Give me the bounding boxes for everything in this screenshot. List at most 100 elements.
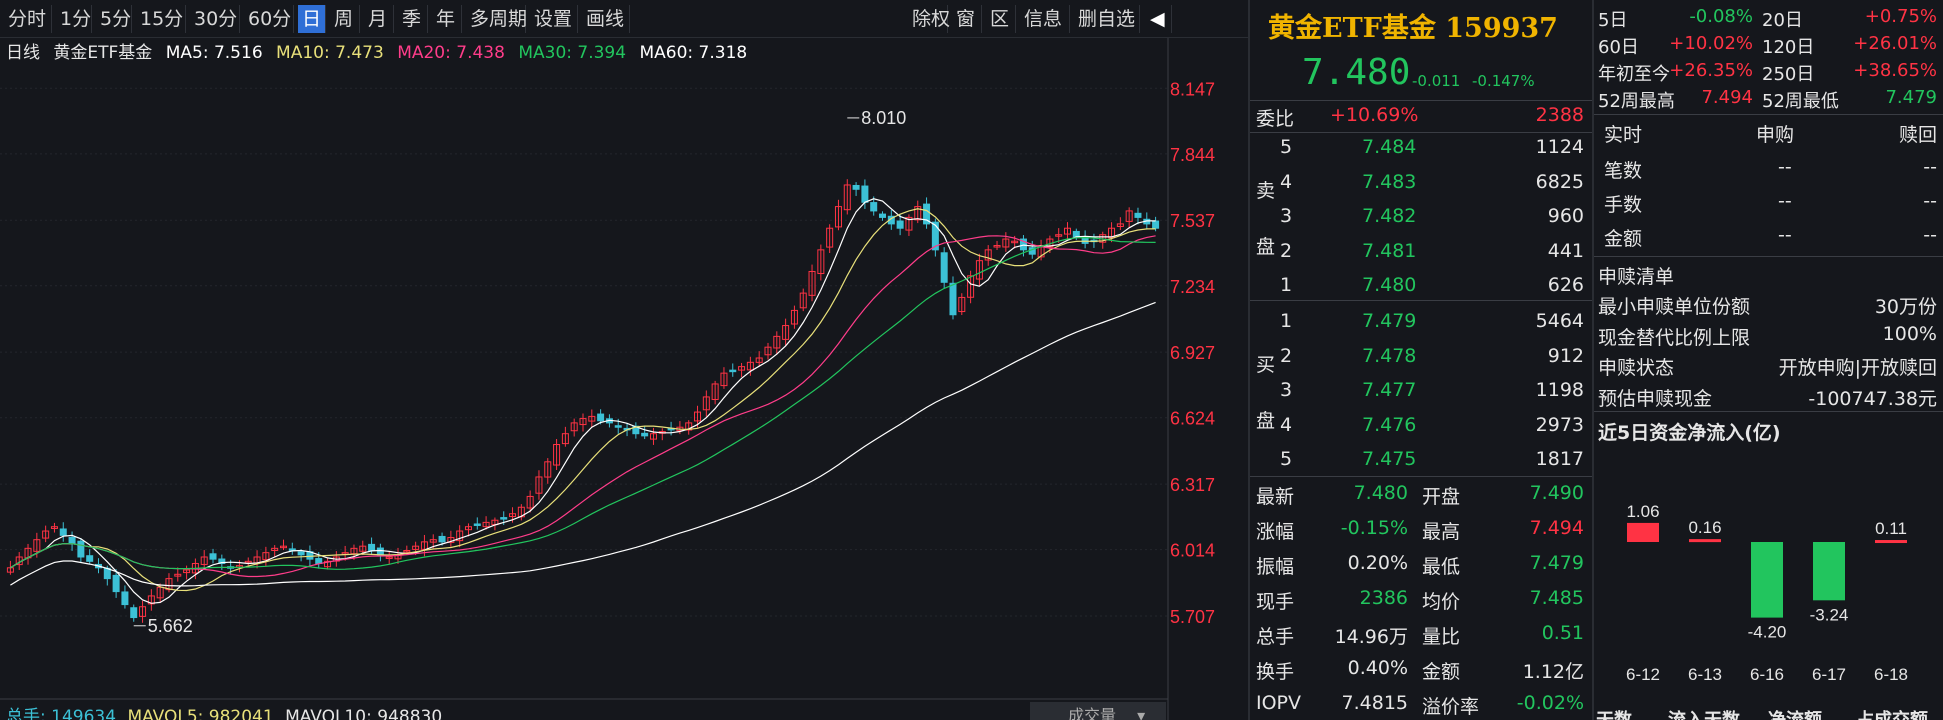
return-label: 120日 (1762, 37, 1815, 58)
candle-body (50, 526, 58, 529)
weibi-label: 委比 (1256, 108, 1295, 130)
y-tick-label: 5.707 (1170, 607, 1215, 627)
tool-button-1[interactable]: 窗 (952, 5, 982, 33)
volume-selector[interactable]: 成交量 ▾ (1030, 702, 1166, 720)
flow-table-col: 流入天数 (1668, 706, 1740, 720)
buy-price[interactable]: 7.477 (1362, 379, 1417, 401)
return-label: 52周最低 (1762, 91, 1839, 112)
stat-value: -0.02% (1516, 692, 1584, 714)
ma30-line (10, 236, 1156, 570)
period-tab-11[interactable]: 多周期 (466, 5, 527, 33)
total-volume: 总手: 149634 (6, 707, 117, 720)
candle-body (588, 415, 596, 422)
candle-body (174, 573, 182, 577)
collapse-panel-icon[interactable]: ◀ (1146, 5, 1172, 33)
return-value: +10.02% (1669, 33, 1753, 54)
stat-value: 7.480 (1353, 482, 1408, 504)
stat-value: 2386 (1359, 587, 1408, 609)
buy-price[interactable]: 7.476 (1362, 413, 1417, 436)
candle-body (279, 545, 287, 549)
return-value: +38.65% (1853, 60, 1937, 81)
period-tab-9[interactable]: 季 (398, 5, 428, 33)
buy-volume: 2973 (1535, 413, 1584, 436)
price-change-pct: -0.147% (1472, 72, 1535, 90)
flow-table-col: 占成交额 (1856, 706, 1928, 720)
period-tab-8[interactable]: 月 (364, 5, 394, 33)
period-tab-1[interactable]: 1分 (56, 5, 92, 33)
candle-body (500, 517, 508, 520)
period-tab-7[interactable]: 周 (330, 5, 360, 33)
candles (6, 179, 1160, 623)
flow-category-label: 6-12 (1626, 665, 1660, 684)
candle-body (984, 249, 992, 261)
return-value: +0.75% (1864, 6, 1937, 27)
subscribe-header: 申购 (1756, 124, 1795, 146)
divider (1594, 114, 1943, 115)
period-tab-10[interactable]: 年 (432, 5, 462, 33)
volume-footer: 总手: 149634 MAVOL5: 982041 MAVOL10: 94883… (6, 702, 442, 720)
candle-body (130, 607, 138, 619)
candle-body (870, 202, 878, 212)
y-tick-label: 6.317 (1170, 475, 1215, 495)
candle-body (1125, 210, 1133, 222)
kline-svg[interactable]: 8.147 7.844 7.537 7.234 6.927 6.624 6.317 6.014… (0, 38, 1248, 720)
period-tab-12[interactable]: 设置 (530, 5, 578, 33)
candle-body (729, 369, 737, 373)
period-tab-6[interactable]: 日 (298, 5, 326, 33)
flow-bar-label: -4.20 (1748, 623, 1787, 642)
period-tab-13[interactable]: 画线 (582, 5, 630, 33)
tool-button-0[interactable]: 除权 (908, 5, 950, 33)
buy-price[interactable]: 7.475 (1362, 448, 1417, 470)
period-tab-2[interactable]: 5分 (96, 5, 132, 33)
volume-selector-label: 成交量 (1068, 706, 1117, 720)
candle-body (324, 560, 332, 568)
stat-label: 振幅 (1256, 556, 1295, 578)
kline-chart[interactable]: 8.147 7.844 7.537 7.234 6.927 6.624 6.317 6.014… (0, 38, 1248, 720)
y-tick-label: 6.014 (1170, 541, 1215, 561)
tool-button-4[interactable]: 删自选 (1074, 5, 1140, 33)
buy-level: 1 (1280, 310, 1293, 332)
flow-title: 近5日资金净流入(亿) (1598, 422, 1781, 444)
candle-body (438, 535, 446, 543)
candle-body (244, 560, 252, 564)
redeem-row-value: -100747.38元 (1808, 387, 1937, 410)
stat-value: 0.40% (1347, 657, 1408, 679)
candle-body (1072, 230, 1080, 238)
sell-price[interactable]: 7.480 (1362, 274, 1417, 296)
sell-volume: 626 (1547, 274, 1584, 296)
flow-table-col: 净流额 (1768, 706, 1822, 720)
sell-price[interactable]: 7.484 (1362, 136, 1417, 158)
period-tab-0[interactable]: 分时 (4, 5, 52, 33)
sell-volume: 1124 (1535, 136, 1584, 158)
sell-price[interactable]: 7.483 (1362, 170, 1417, 193)
period-tab-4[interactable]: 30分 (190, 5, 240, 33)
period-tab-5[interactable]: 60分 (244, 5, 294, 33)
quote-panel: 黄金ETF基金 159937 7.480 -0.011 -0.147% 委比 +… (1248, 0, 1592, 720)
high-annotation: 8.010 (861, 108, 906, 128)
buy-price[interactable]: 7.479 (1362, 310, 1417, 332)
candle-body (544, 461, 552, 478)
period-tab-3[interactable]: 15分 (136, 5, 186, 33)
sell-price[interactable]: 7.481 (1362, 239, 1417, 262)
tool-button-3[interactable]: 信息 (1020, 5, 1070, 33)
redeem-header: 赎回 (1898, 124, 1937, 146)
buy-label-1: 买 (1256, 354, 1276, 376)
return-value: +26.35% (1669, 60, 1753, 81)
candle-body (315, 558, 323, 564)
candle-body (923, 203, 931, 225)
ma60-line (10, 301, 1156, 587)
stat-value: 14.96万 (1334, 626, 1408, 648)
stat-label: 量比 (1422, 626, 1461, 648)
last-price: 7.480 (1302, 52, 1411, 93)
buy-volume: 5464 (1535, 310, 1584, 332)
buy-price[interactable]: 7.478 (1362, 344, 1417, 367)
candle-body (694, 411, 702, 422)
candle-body (861, 185, 869, 203)
candle-body (852, 184, 860, 190)
candle-body (799, 292, 807, 309)
candle-body (764, 346, 772, 356)
sell-price[interactable]: 7.482 (1362, 205, 1417, 227)
flow-category-label: 6-18 (1874, 665, 1908, 684)
candle-body (482, 521, 490, 528)
tool-button-2[interactable]: 区 (986, 5, 1016, 33)
